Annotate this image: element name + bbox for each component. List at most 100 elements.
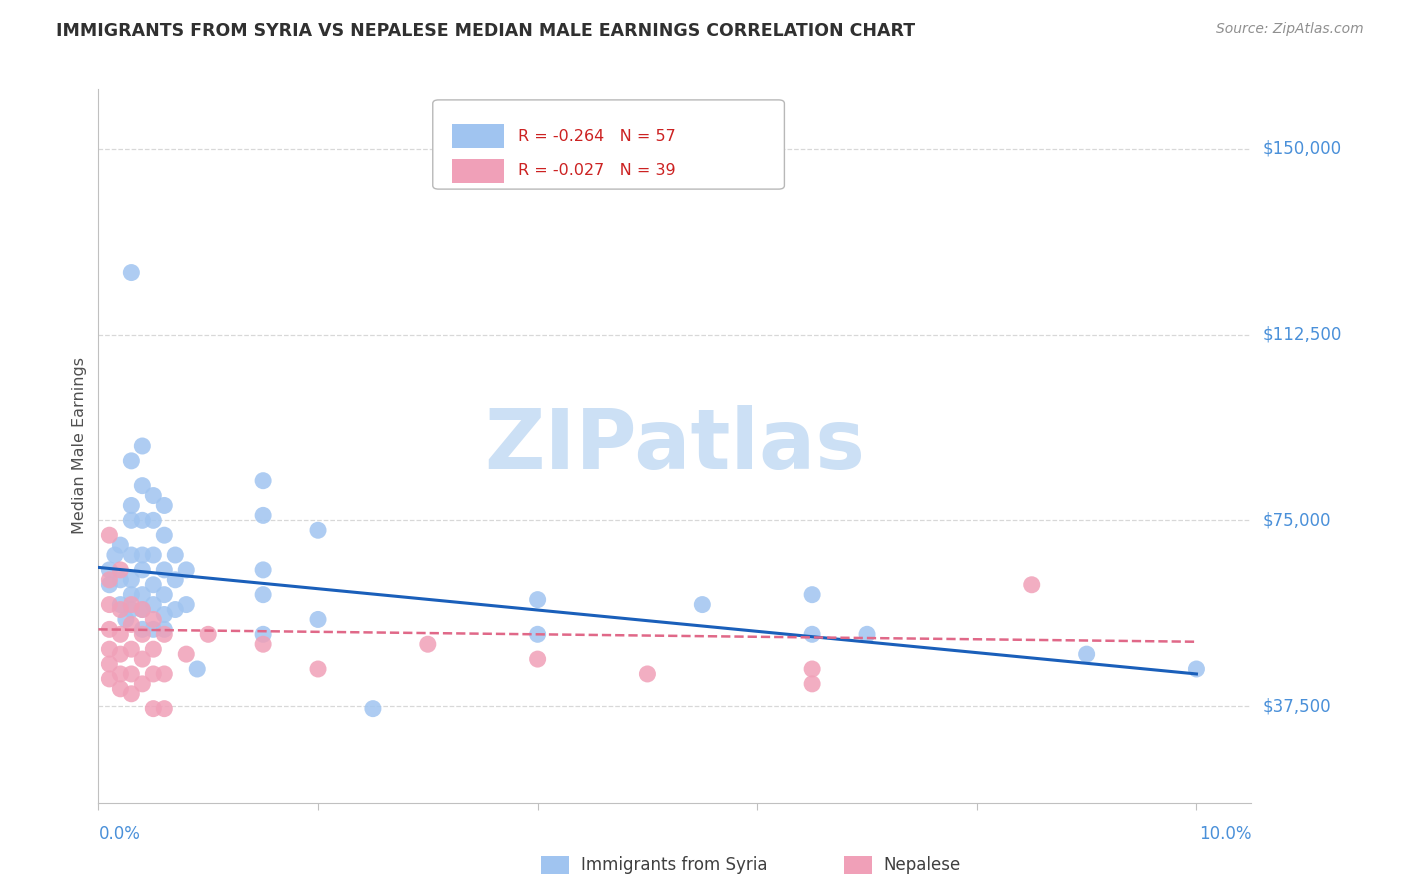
Text: Immigrants from Syria: Immigrants from Syria <box>581 856 768 874</box>
Point <box>120 598 142 612</box>
Point <box>153 499 176 513</box>
Point <box>110 667 132 681</box>
Point <box>142 667 165 681</box>
Point <box>252 637 274 651</box>
Point <box>120 454 142 468</box>
Text: 0.0%: 0.0% <box>98 825 141 843</box>
Point <box>98 573 121 587</box>
Point <box>110 573 132 587</box>
Point <box>252 474 274 488</box>
Point <box>692 598 714 612</box>
Text: Source: ZipAtlas.com: Source: ZipAtlas.com <box>1216 22 1364 37</box>
Point <box>307 523 329 537</box>
Point <box>98 528 121 542</box>
Point <box>120 588 142 602</box>
Point <box>120 642 142 657</box>
Point <box>120 602 142 616</box>
Point <box>98 623 121 637</box>
Point <box>142 513 165 527</box>
Text: $112,500: $112,500 <box>1263 326 1341 343</box>
Point <box>110 627 132 641</box>
Point <box>153 623 176 637</box>
Point <box>120 573 142 587</box>
Point <box>252 563 274 577</box>
Point <box>131 652 153 666</box>
Point <box>120 548 142 562</box>
Point <box>153 667 176 681</box>
Point <box>120 687 142 701</box>
FancyBboxPatch shape <box>453 124 505 148</box>
Point <box>252 508 274 523</box>
Text: ZIPatlas: ZIPatlas <box>485 406 865 486</box>
Point <box>197 627 219 641</box>
Point <box>131 602 153 616</box>
Point <box>165 548 187 562</box>
Point <box>131 478 153 492</box>
Point <box>1021 578 1043 592</box>
Point <box>801 662 824 676</box>
Point <box>416 637 439 651</box>
Point <box>110 598 132 612</box>
Point <box>153 528 176 542</box>
Point <box>98 642 121 657</box>
Point <box>174 563 197 577</box>
Text: R = -0.027   N = 39: R = -0.027 N = 39 <box>517 163 676 178</box>
Point <box>110 563 132 577</box>
Point <box>142 623 165 637</box>
FancyBboxPatch shape <box>453 159 505 183</box>
Point <box>110 602 132 616</box>
Point <box>165 573 187 587</box>
Point <box>110 538 132 552</box>
Point <box>104 548 127 562</box>
Point <box>98 578 121 592</box>
Point <box>526 627 548 641</box>
Point <box>142 642 165 657</box>
Point <box>153 627 176 641</box>
Text: $37,500: $37,500 <box>1263 698 1331 715</box>
Text: 10.0%: 10.0% <box>1199 825 1251 843</box>
Point <box>801 588 824 602</box>
Text: $150,000: $150,000 <box>1263 140 1341 158</box>
Point <box>153 588 176 602</box>
Point <box>186 662 208 676</box>
Point <box>115 612 138 626</box>
Y-axis label: Median Male Earnings: Median Male Earnings <box>72 358 87 534</box>
Point <box>142 548 165 562</box>
Point <box>120 617 142 632</box>
Text: IMMIGRANTS FROM SYRIA VS NEPALESE MEDIAN MALE EARNINGS CORRELATION CHART: IMMIGRANTS FROM SYRIA VS NEPALESE MEDIAN… <box>56 22 915 40</box>
Point <box>110 681 132 696</box>
Point <box>307 662 329 676</box>
Point <box>131 588 153 602</box>
Point <box>98 598 121 612</box>
Point <box>131 563 153 577</box>
Point <box>120 513 142 527</box>
Point <box>131 627 153 641</box>
Point <box>1076 647 1098 661</box>
Point <box>526 652 548 666</box>
Point <box>1185 662 1208 676</box>
Point <box>131 548 153 562</box>
FancyBboxPatch shape <box>433 100 785 189</box>
Point <box>526 592 548 607</box>
Point <box>131 513 153 527</box>
Point <box>142 489 165 503</box>
Text: $75,000: $75,000 <box>1263 511 1331 529</box>
Point <box>801 627 824 641</box>
Point <box>120 266 142 280</box>
Point <box>856 627 879 641</box>
Point <box>252 627 274 641</box>
Point <box>131 677 153 691</box>
Point <box>142 578 165 592</box>
Point <box>98 657 121 671</box>
Point <box>165 602 187 616</box>
Point <box>142 598 165 612</box>
Point <box>120 667 142 681</box>
Point <box>153 701 176 715</box>
Point <box>361 701 384 715</box>
Point <box>110 647 132 661</box>
Point <box>252 588 274 602</box>
Point <box>98 563 121 577</box>
Point <box>142 612 165 626</box>
Point <box>174 598 197 612</box>
Point <box>153 563 176 577</box>
